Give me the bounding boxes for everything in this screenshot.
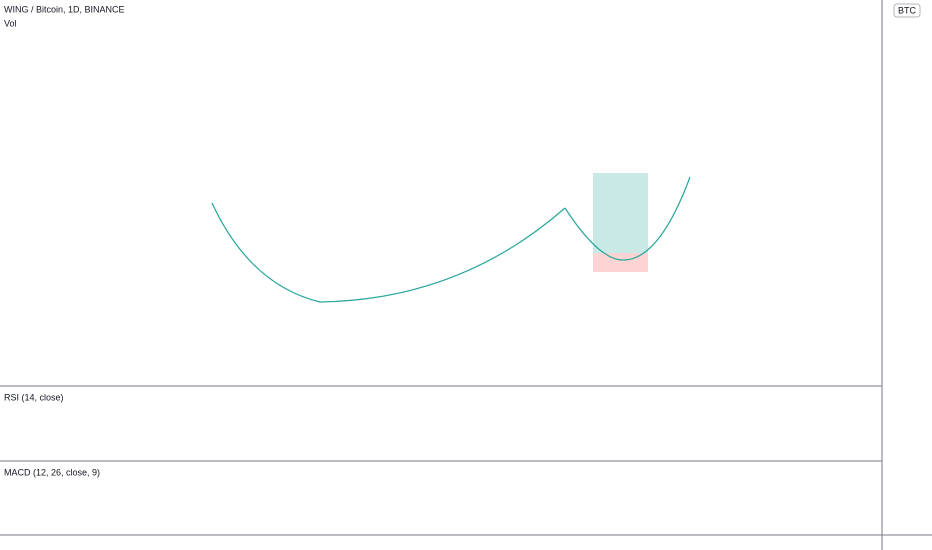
cup-drawing [211,202,566,303]
currency-label: BTC [898,5,917,15]
rsi-title: RSI (14, close) [4,392,64,402]
currency-badge[interactable] [893,3,921,18]
volume-label: Vol [4,18,17,28]
projection-drawing [564,176,691,261]
symbol-title: WING / Bitcoin, 1D, BINANCE [4,4,125,14]
macd-title: MACD (12, 26, close, 9) [4,467,100,477]
target-zone [593,173,648,253]
